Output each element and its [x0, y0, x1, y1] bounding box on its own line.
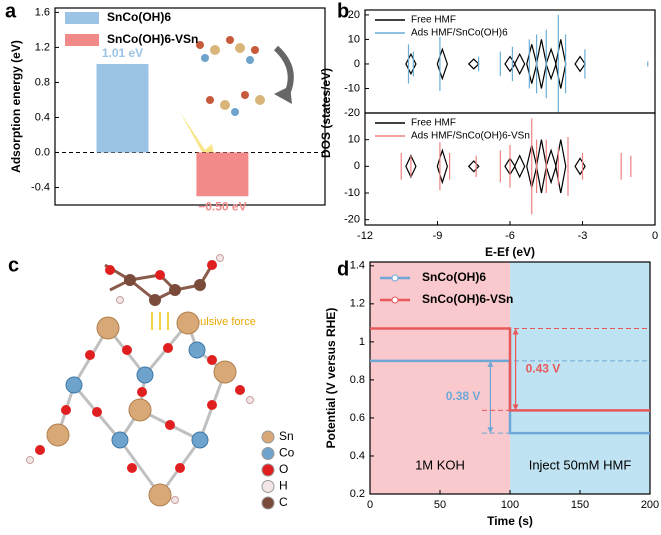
dos-peak: [535, 39, 548, 89]
y-tick-label: -10: [344, 187, 360, 199]
y-tick-label: 0.6: [350, 412, 365, 424]
legend-label: Free HMF: [411, 15, 456, 26]
shaded-region: [510, 262, 650, 494]
dos-peak: [555, 39, 567, 89]
legend-swatch: [261, 480, 275, 493]
x-tick-label: 150: [571, 499, 589, 511]
dos-peak: [574, 157, 586, 176]
x-tick-label: -12: [357, 230, 373, 242]
y-tick-label: -10: [344, 82, 360, 94]
y-tick-label: 1.2: [350, 298, 365, 310]
dos-peak: [526, 44, 538, 84]
bar: [196, 152, 249, 197]
legend-label: SnCo(OH)6: [422, 270, 486, 284]
y-tick-label: 1.6: [35, 6, 50, 18]
y-tick-label: 0.2: [350, 488, 365, 500]
legend-label: Sn: [279, 429, 294, 443]
y-tick-label: 0.4: [350, 450, 365, 462]
y-tick-label: 0.8: [35, 76, 50, 88]
plot-frame: [54, 7, 326, 206]
x-tick-label: -3: [578, 230, 588, 242]
legend-label: H: [279, 479, 288, 493]
dos-peak: [436, 148, 448, 185]
annotation: 0.38 V: [446, 389, 481, 403]
legend-swatch: [261, 447, 275, 460]
region-label: Inject 50mM HMF: [529, 457, 632, 472]
y-tick-label: 20: [348, 9, 360, 21]
legend-label: C: [279, 495, 288, 509]
x-tick-label: -9: [433, 230, 443, 242]
y-tick-label: -20: [344, 107, 360, 119]
y-tick-label: -20: [344, 214, 360, 226]
legend-label: Ads HMF/SnCo(OH)6-VSn: [411, 131, 530, 142]
x-tick-label: 200: [641, 499, 659, 511]
value-label: −0.50 eV: [198, 199, 246, 213]
legend-label: SnCo(OH)6-VSn: [422, 292, 513, 306]
y-tick-label: 0: [354, 160, 360, 172]
y-tick-label: -0.4: [31, 181, 50, 193]
dos-peak: [574, 55, 586, 73]
legend-label: Free HMF: [411, 118, 456, 129]
dos-peak: [405, 154, 417, 179]
legend-marker: [391, 296, 399, 304]
y-tick-label: 1.4: [350, 260, 365, 272]
legend-label: SnCo(OH)6: [107, 10, 171, 24]
x-tick-label: 0: [367, 499, 373, 511]
dos-peak: [545, 47, 557, 81]
legend-swatch: [261, 430, 275, 444]
x-tick-label: -6: [505, 230, 515, 242]
dos-peak: [513, 52, 526, 76]
x-tick-label: 100: [501, 499, 519, 511]
value-label: 1.01 eV: [102, 46, 143, 60]
bar: [96, 64, 149, 153]
x-tick-label: 50: [434, 499, 446, 511]
y-tick-label: 0.0: [35, 146, 50, 158]
y-tick-label: 0: [354, 58, 360, 70]
y-axis-label: DOS (states/eV): [319, 68, 333, 158]
y-tick-label: 1: [359, 336, 365, 348]
x-axis-label: E-Ef (eV): [485, 245, 535, 259]
arrow-head: [512, 404, 519, 411]
y-tick-label: 10: [348, 33, 360, 45]
dos-peak: [467, 58, 480, 70]
dos-peak: [545, 148, 557, 185]
x-tick-label: 0: [652, 230, 658, 242]
dos-peak: [504, 55, 516, 73]
arrow-head: [512, 328, 519, 335]
dos-peak: [405, 52, 417, 76]
legend-label: SnCo(OH)6-VSn: [107, 32, 198, 46]
y-axis-label: Potential (V versus RHE): [324, 308, 338, 449]
panel-label: c: [8, 254, 19, 276]
annotation: 0.43 V: [526, 362, 561, 376]
region-label: 1M KOH: [415, 457, 465, 472]
dos-peak: [467, 160, 480, 173]
legend-label: O: [279, 462, 288, 476]
dos-peak: [555, 139, 567, 194]
legend-swatch: [65, 34, 99, 46]
arrow-head: [487, 427, 494, 434]
y-tick-label: 0.8: [350, 374, 365, 386]
y-tick-label: 0.4: [35, 111, 50, 123]
x-axis-label: Time (s): [487, 514, 533, 528]
panel-label: d: [337, 258, 349, 280]
y-tick-label: 10: [348, 134, 360, 146]
dos-peak: [514, 154, 526, 179]
legend-label: Ads HMF/SnCo(OH)6: [411, 28, 508, 39]
legend-label: Co: [279, 446, 295, 460]
dos-peak: [436, 47, 448, 81]
legend-marker: [391, 274, 399, 282]
arrow-head: [487, 360, 494, 367]
y-tick-label: 1.2: [35, 41, 50, 53]
panel-label: a: [5, 0, 17, 22]
legend-swatch: [65, 12, 99, 24]
y-axis-label: Adsorption energy (eV): [9, 40, 23, 173]
dos-peak: [535, 139, 548, 194]
panel-a-decoration: [180, 36, 294, 165]
legend-swatch: [261, 463, 275, 477]
panel-label: b: [337, 0, 349, 22]
legend-swatch: [261, 496, 275, 510]
